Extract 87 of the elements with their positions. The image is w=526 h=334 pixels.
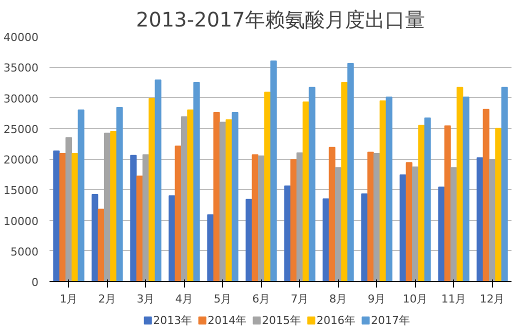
bar (412, 166, 419, 282)
x-tick-label: 6月 (252, 292, 270, 306)
bar (136, 176, 143, 282)
bar (367, 152, 374, 282)
x-tick-label: 11月 (441, 292, 466, 306)
legend-label: 2015年 (262, 314, 302, 327)
x-tick-label: 2月 (98, 292, 116, 306)
bar (78, 110, 84, 282)
bar (130, 154, 137, 282)
x-tick-label: 10月 (402, 292, 428, 306)
bar (482, 108, 490, 282)
y-tick-label: 15000 (4, 184, 39, 198)
bar (213, 112, 220, 282)
bar (59, 152, 66, 282)
x-tick-label: 5月 (214, 292, 232, 306)
bar (264, 92, 271, 282)
x-tick-label: 1月 (60, 292, 78, 306)
bar (180, 116, 188, 282)
x-tick-label: 8月 (329, 292, 348, 306)
bar (361, 193, 368, 282)
bar (380, 100, 386, 282)
legend-label: 2013年 (153, 314, 192, 327)
bar (341, 82, 348, 282)
x-tick-label: 9月 (368, 292, 386, 306)
bar (193, 82, 200, 282)
bar (334, 167, 342, 282)
x-tick-label: 4月 (175, 292, 194, 306)
legend-label: 2016年 (316, 314, 356, 327)
bar (290, 159, 297, 282)
y-tick-label: 5000 (10, 245, 39, 258)
bar (284, 185, 291, 282)
bar (53, 150, 60, 282)
bar (98, 208, 104, 282)
bar (226, 119, 232, 282)
y-tick-label: 25000 (4, 122, 39, 136)
bar (270, 60, 277, 282)
bar (418, 124, 425, 282)
bar (154, 79, 162, 282)
bar (92, 194, 98, 282)
legend-label: 2014年 (208, 314, 247, 327)
bar (501, 86, 508, 282)
y-tick-label: 20000 (4, 154, 39, 166)
y-tick-label: 0 (32, 276, 38, 289)
bar (495, 128, 502, 282)
bar (148, 98, 156, 282)
y-tick-label: 35000 (4, 62, 39, 75)
bar (322, 198, 330, 282)
legend-label: 2017年 (370, 314, 410, 327)
bar (219, 122, 226, 282)
bar (252, 154, 258, 282)
bar (174, 146, 182, 282)
bar (406, 162, 412, 282)
bar (72, 152, 78, 282)
bar (302, 102, 310, 282)
bar (110, 130, 117, 282)
bar (386, 96, 392, 282)
bar (424, 117, 431, 282)
bar (444, 125, 451, 282)
bar (438, 186, 445, 282)
bar (168, 195, 176, 282)
bar (258, 155, 265, 282)
bar (65, 137, 72, 282)
bar (142, 154, 150, 282)
bar (476, 157, 484, 282)
bar (104, 132, 111, 282)
x-tick-label: 12月 (480, 292, 505, 306)
bar (400, 174, 406, 282)
bar (328, 146, 336, 282)
bar (207, 214, 214, 282)
bar (488, 159, 496, 282)
y-tick-label: 40000 (4, 31, 39, 44)
bar (456, 86, 464, 282)
bar (116, 107, 123, 282)
bar (308, 86, 316, 282)
bar (187, 110, 194, 282)
y-tick-label: 30000 (4, 92, 39, 106)
bar (296, 152, 304, 282)
bar (373, 152, 380, 282)
bar (462, 96, 470, 282)
bar (450, 167, 458, 282)
y-tick-label: 10000 (4, 214, 39, 228)
chart-title: 2013-2017年赖氨酸月度出口量 (136, 8, 426, 32)
bar (246, 198, 252, 282)
bar (232, 112, 238, 282)
bar (347, 62, 354, 282)
x-tick-label: 3月 (136, 292, 155, 306)
x-tick-label: 7月 (290, 292, 309, 306)
